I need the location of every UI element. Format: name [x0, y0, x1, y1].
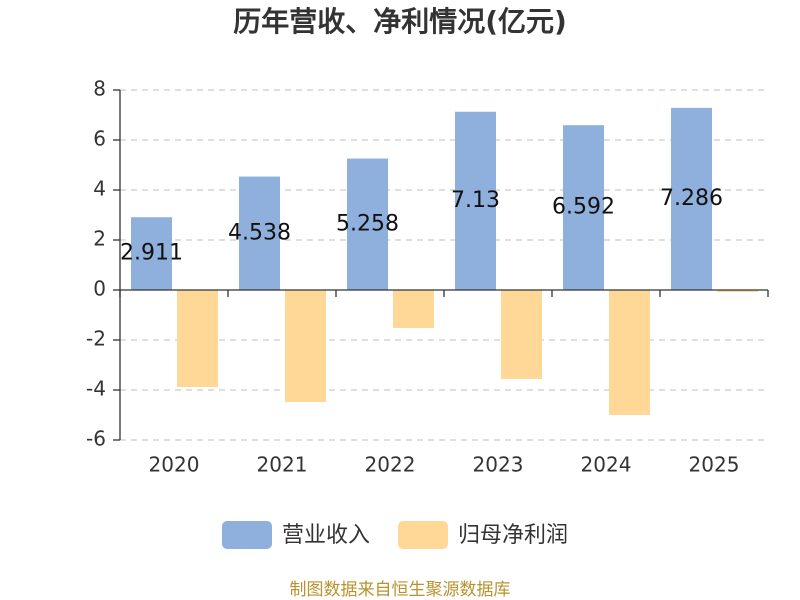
legend-swatch-net-profit	[398, 521, 448, 549]
footer-source: 制图数据来自恒生聚源数据库	[290, 580, 511, 600]
legend-item-net-profit[interactable]: 归母净利润	[398, 521, 568, 549]
y-tick-label: -6	[86, 427, 106, 451]
y-tick-label: 4	[93, 177, 106, 201]
data-label-revenue: 7.13	[451, 188, 500, 213]
legend-item-revenue[interactable]: 营业收入	[222, 521, 370, 549]
data-label-revenue: 7.286	[660, 186, 723, 211]
y-tick-label: -2	[86, 327, 106, 351]
x-tick-label: 2023	[473, 453, 524, 477]
legend-label-revenue: 营业收入	[282, 523, 370, 548]
bar-net-profit	[609, 290, 650, 415]
data-label-revenue: 4.538	[228, 220, 291, 245]
axes: 8 6 4 2 0 -2 -4 -6 2020 2021 2022 2023 2024 2025	[86, 77, 769, 477]
bar-net-profit	[501, 290, 542, 379]
bar-revenue	[239, 176, 280, 290]
data-label-revenue: 5.258	[336, 211, 399, 236]
data-label-revenue: 2.911	[120, 241, 183, 266]
data-label-revenue: 6.592	[552, 195, 615, 220]
bar-net-profit	[285, 290, 326, 402]
bars	[131, 107, 758, 415]
chart-title: 历年营收、净利情况(亿元)	[233, 5, 567, 38]
y-tick-label: -4	[86, 377, 106, 401]
x-tick-label: 2022	[365, 453, 416, 477]
y-tick-label: 2	[93, 227, 106, 251]
bar-revenue	[563, 125, 604, 290]
legend-swatch-revenue	[222, 521, 272, 549]
bar-revenue	[347, 158, 388, 290]
legend-label-net-profit: 归母净利润	[458, 523, 568, 548]
bar-net-profit	[393, 290, 434, 328]
gridlines	[120, 89, 768, 441]
x-tick-label: 2021	[257, 453, 308, 477]
x-tick-label: 2024	[581, 453, 632, 477]
bar-revenue	[455, 111, 496, 290]
legend: 营业收入 归母净利润	[222, 521, 568, 549]
y-tick-label: 8	[93, 77, 106, 101]
bar-revenue	[131, 217, 172, 290]
x-tick-label: 2025	[689, 453, 740, 477]
x-tick-label: 2020	[149, 453, 200, 477]
bar-revenue	[671, 107, 712, 290]
bar-net-profit	[717, 290, 758, 292]
y-tick-label: 6	[93, 127, 106, 151]
y-tick-label: 0	[93, 277, 106, 301]
data-labels: 2.911 4.538 5.258 7.13 6.592 7.286	[120, 186, 723, 266]
bar-net-profit	[177, 290, 218, 387]
